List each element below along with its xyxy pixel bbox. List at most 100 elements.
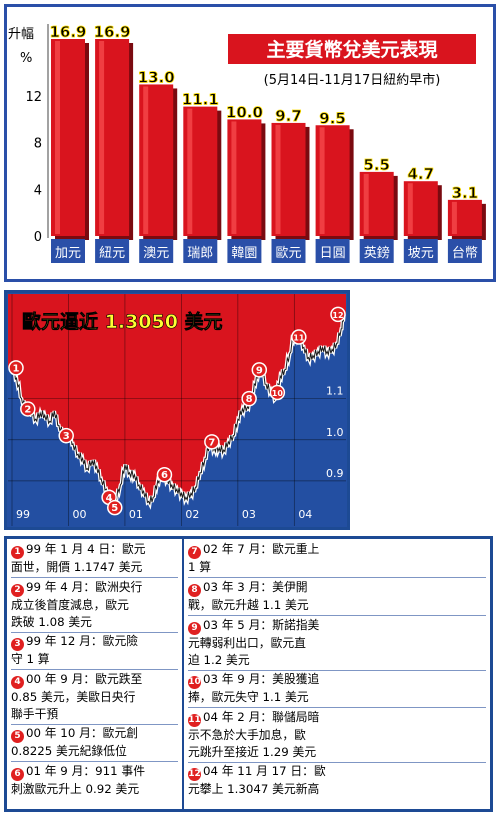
event-note-number: 12 xyxy=(188,768,201,781)
bar-highlight xyxy=(99,40,105,234)
category-label: 日圓 xyxy=(320,246,346,261)
event-note-number: 11 xyxy=(188,714,201,727)
event-marker: 10 xyxy=(269,384,286,401)
event-marker-number: 8 xyxy=(246,394,253,405)
bar-value-label: 11.1 xyxy=(182,91,219,109)
event-note-number: 6 xyxy=(11,768,24,781)
event-marker-number: 2 xyxy=(24,404,31,415)
event-note: 6 01 年 9 月：911 事件 刺激歐元升上 0.92 美元 xyxy=(11,763,178,799)
x-tick-label: 00 xyxy=(72,508,86,521)
event-marker-number: 11 xyxy=(293,334,305,343)
y-tick-label: 8 xyxy=(34,137,42,152)
event-note-text: 03 年 5 月：斯諾指美 元轉弱利出口，歐元直 迫 1.2 美元 xyxy=(188,618,320,667)
bar-highlight xyxy=(231,121,237,234)
category-label-box xyxy=(271,239,306,263)
bar-value-label: 9.7 xyxy=(275,107,302,125)
bar-highlight xyxy=(363,173,369,234)
category-label: 加元 xyxy=(55,246,81,261)
event-marker: 7 xyxy=(204,434,220,450)
event-note-number: 10 xyxy=(188,676,201,689)
y-tick-label: 0.9 xyxy=(326,467,344,480)
category-label-box xyxy=(227,239,262,263)
event-note-text: 04 年 2 月：聯儲局暗 示不急於大手加息，歐 元跳升至接近 1.29 美元 xyxy=(188,710,320,759)
event-note-number: 4 xyxy=(11,676,24,689)
event-note: 1 99 年 1 月 4 日：歐元 面世，開價 1.1747 美元 xyxy=(11,541,178,578)
event-note-text: 03 年 3 月：美伊開 戰，歐元升越 1.1 美元 xyxy=(188,580,309,612)
category-label-box xyxy=(447,239,482,263)
event-marker-number: 9 xyxy=(256,365,263,376)
event-note-text: 03 年 9 月：美股獲追 捧，歐元失守 1.1 美元 xyxy=(188,672,320,704)
bar-value-label: 13.0 xyxy=(138,68,175,86)
bar-value-label: 9.5 xyxy=(319,109,346,127)
y-tick-label: 12 xyxy=(25,90,42,105)
event-note-number: 8 xyxy=(188,584,201,597)
currency-bar-chart: 升幅% 0 4 8 12 16.9 加元 16.9 紐元 13.0 澳元 11.1 瑞郎 10.0 韓圜… xyxy=(4,4,496,282)
event-note: 3 99 年 12 月：歐元險 守 1 算 xyxy=(11,633,178,670)
event-note-number: 2 xyxy=(11,584,24,597)
event-note: 2 99 年 4 月：歐洲央行 成立後首度減息，歐元 跌破 1.08 美元 xyxy=(11,579,178,633)
x-tick-label: 02 xyxy=(185,508,199,521)
event-marker: 2 xyxy=(20,401,36,417)
event-note-number: 3 xyxy=(11,638,24,651)
event-note-text: 99 年 4 月：歐洲央行 成立後首度減息，歐元 跌破 1.08 美元 xyxy=(11,580,143,629)
category-label: 澳元 xyxy=(143,245,169,261)
event-note-text: 01 年 9 月：911 事件 刺激歐元升上 0.92 美元 xyxy=(11,764,146,796)
event-note: 4 00 年 9 月：歐元跌至 0.85 美元，美歐日央行 聯手干預 xyxy=(11,671,178,725)
category-label-box xyxy=(183,239,218,263)
bar-value-label: 3.1 xyxy=(452,184,479,202)
bar-value-label: 16.9 xyxy=(49,23,86,41)
event-marker: 8 xyxy=(241,390,257,407)
event-note: 11 04 年 2 月：聯儲局暗 示不急於大手加息，歐 元跳升至接近 1.29 美… xyxy=(188,709,486,763)
notes-column-left: 1 99 年 1 月 4 日：歐元 面世，開價 1.1747 美元 2 99 年 4 … xyxy=(7,539,184,809)
event-note-text: 04 年 11 月 17 日：歐 元攀上 1.3047 美元新高 xyxy=(188,764,326,796)
event-note: 12 04 年 11 月 17 日：歐 元攀上 1.3047 美元新高 xyxy=(188,763,486,799)
bar-highlight xyxy=(451,201,457,234)
category-label-box xyxy=(359,239,394,263)
event-note-text: 99 年 1 月 4 日：歐元 面世，開價 1.1747 美元 xyxy=(11,542,146,574)
line-chart-title: 歐元逼近 1.3050 美元 xyxy=(22,310,223,333)
category-label-box xyxy=(139,239,174,263)
y-tick-label: 1.1 xyxy=(326,385,344,398)
chart-subtitle: (5月14日-11月17日紐約早市) xyxy=(264,72,441,88)
bar-highlight xyxy=(275,124,281,234)
chart-title-box xyxy=(228,34,476,64)
event-note-text: 02 年 7 月：歐元重上 1 算 xyxy=(188,542,320,574)
event-note: 9 03 年 5 月：斯諾指美 元轉弱利出口，歐元直 迫 1.2 美元 xyxy=(188,617,486,671)
event-note: 5 00 年 10 月：歐元創 0.8225 美元紀錄低位 xyxy=(11,725,178,762)
category-label-box xyxy=(403,239,438,263)
event-marker: 3 xyxy=(58,427,74,444)
event-note: 8 03 年 3 月：美伊開 戰，歐元升越 1.1 美元 xyxy=(188,579,486,616)
bar-value-label: 16.9 xyxy=(94,23,131,41)
event-marker-number: 12 xyxy=(332,311,343,320)
euro-line-chart: 歐元逼近 1.3050 美元 1.11.00.9 99 00 01 02 03 04 12… xyxy=(4,290,350,530)
bar-highlight xyxy=(319,127,325,234)
y-tick-label: 1.0 xyxy=(326,426,344,439)
event-marker-number: 1 xyxy=(13,363,20,374)
category-label: 歐元 xyxy=(275,246,301,261)
category-label: 台幣 xyxy=(452,246,478,261)
event-note-text: 00 年 10 月：歐元創 0.8225 美元紀錄低位 xyxy=(11,726,139,758)
category-label: 韓圜 xyxy=(231,246,257,261)
chart-title: 主要貨幣兌美元表現 xyxy=(266,38,437,61)
event-marker: 1 xyxy=(8,360,24,376)
category-label: 坡元 xyxy=(408,246,434,261)
category-label: 紐元 xyxy=(99,246,125,261)
y-tick-label: 0 xyxy=(34,230,42,245)
event-marker: 11 xyxy=(291,329,307,345)
event-note: 7 02 年 7 月：歐元重上 1 算 xyxy=(188,541,486,578)
event-marker: 6 xyxy=(156,466,173,483)
event-marker: 5 xyxy=(107,499,123,516)
event-marker-number: 3 xyxy=(63,431,70,442)
event-marker: 9 xyxy=(251,362,268,378)
notes-column-right: 7 02 年 7 月：歐元重上 1 算 8 03 年 3 月：美伊開 戰，歐元升越 1… xyxy=(184,539,490,809)
x-tick-label: 03 xyxy=(242,508,256,521)
bar-value-label: 4.7 xyxy=(408,165,435,183)
bar-highlight xyxy=(143,86,149,234)
category-label: 英鎊 xyxy=(364,245,390,261)
event-notes: 1 99 年 1 月 4 日：歐元 面世，開價 1.1747 美元 2 99 年 4 … xyxy=(4,536,493,812)
bar-highlight xyxy=(187,108,193,234)
event-marker-number: 6 xyxy=(161,470,168,481)
x-tick-label: 04 xyxy=(298,508,312,521)
bar-value-label: 5.5 xyxy=(363,156,390,174)
event-note-number: 5 xyxy=(11,730,24,743)
